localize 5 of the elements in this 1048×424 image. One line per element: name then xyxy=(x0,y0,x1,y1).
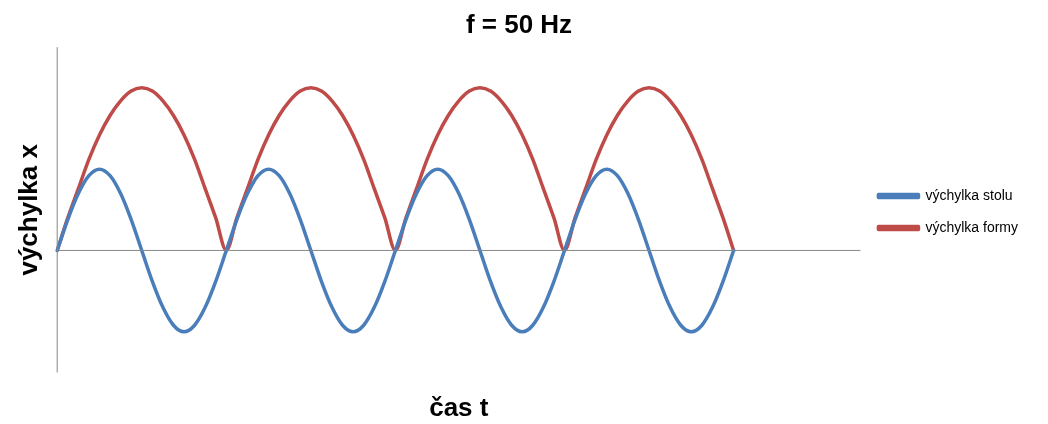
legend-label: výchylka formy xyxy=(925,218,1019,235)
x-axis-title: čas t xyxy=(429,391,489,422)
y-axis-title: výchylka x xyxy=(12,143,43,276)
chart-title: f = 50 Hz xyxy=(465,8,573,39)
legend-label: výchylka stolu xyxy=(925,186,1013,203)
